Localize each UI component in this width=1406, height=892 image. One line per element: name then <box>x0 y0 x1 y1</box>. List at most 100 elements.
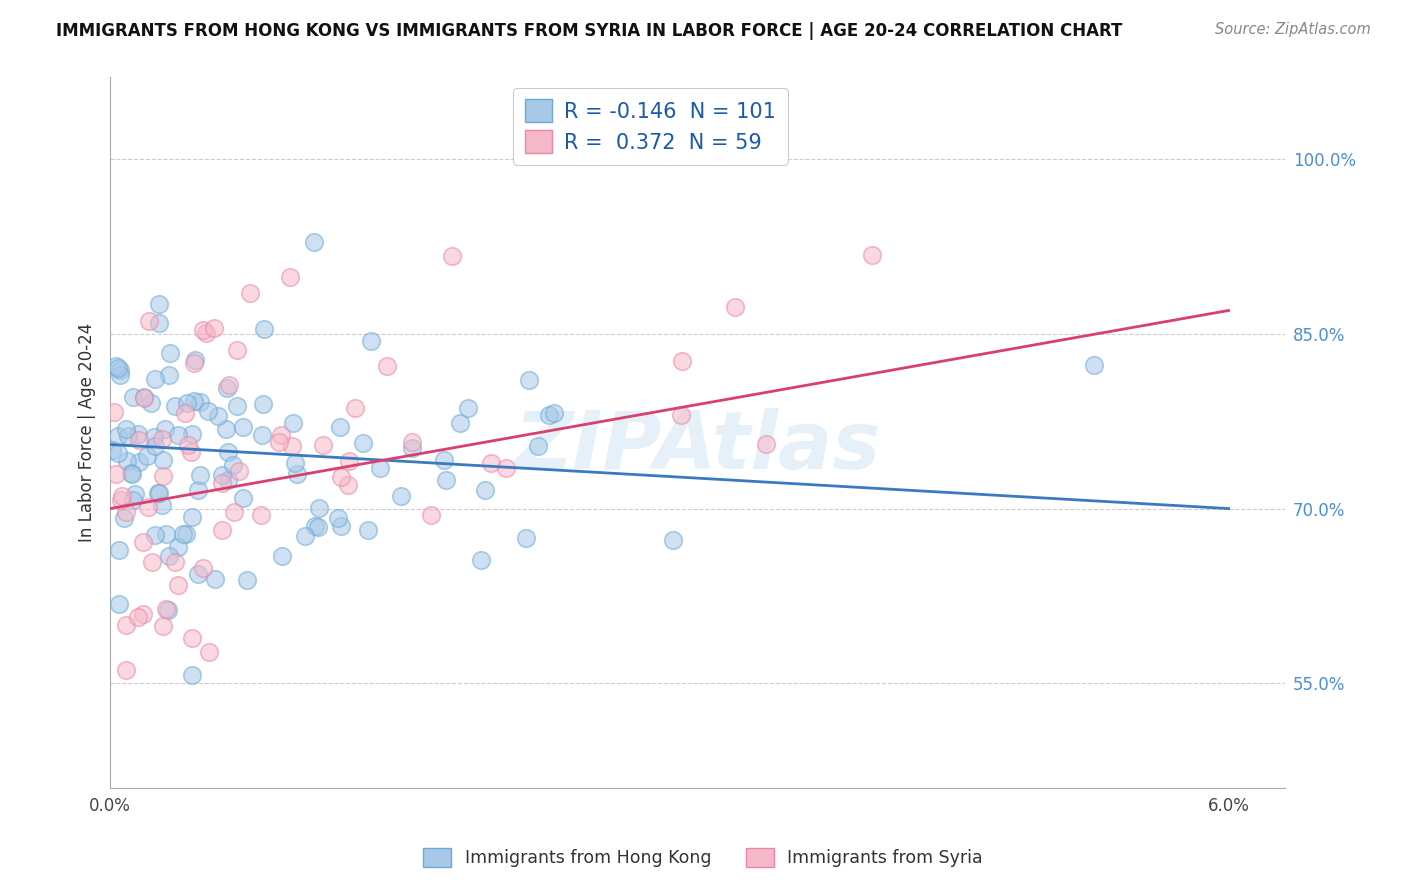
Point <box>495 461 517 475</box>
Point <box>110 492 132 507</box>
Point <box>107 361 129 376</box>
Point <box>181 427 204 442</box>
Point <box>198 645 221 659</box>
Point <box>115 453 138 467</box>
Point <box>146 486 169 500</box>
Point <box>281 439 304 453</box>
Point <box>860 248 883 262</box>
Point <box>357 523 380 537</box>
Point <box>330 519 353 533</box>
Point <box>441 249 464 263</box>
Point <box>252 397 274 411</box>
Point <box>132 535 155 549</box>
Point <box>155 422 177 436</box>
Point <box>152 619 174 633</box>
Legend: R = -0.146  N = 101, R =  0.372  N = 59: R = -0.146 N = 101, R = 0.372 N = 59 <box>513 87 787 164</box>
Point <box>215 381 238 395</box>
Point <box>165 555 187 569</box>
Point <box>470 553 492 567</box>
Point <box>370 461 392 475</box>
Point <box>344 401 367 415</box>
Point <box>294 529 316 543</box>
Point <box>307 520 329 534</box>
Point <box>226 343 249 357</box>
Point <box>420 508 443 523</box>
Point <box>183 356 205 370</box>
Point <box>108 368 131 383</box>
Point <box>232 491 254 506</box>
Point <box>187 483 209 497</box>
Point <box>136 450 159 464</box>
Point <box>271 549 294 564</box>
Point <box>433 452 456 467</box>
Point <box>217 445 239 459</box>
Text: ZIPAtlas: ZIPAtlas <box>515 408 880 486</box>
Point <box>177 438 200 452</box>
Point <box>543 406 565 420</box>
Point <box>181 510 204 524</box>
Point <box>537 408 560 422</box>
Point <box>479 456 502 470</box>
Point <box>176 395 198 409</box>
Point <box>167 428 190 442</box>
Point <box>226 399 249 413</box>
Point <box>401 441 423 455</box>
Point <box>132 607 155 621</box>
Point <box>194 326 217 341</box>
Point <box>183 394 205 409</box>
Point <box>105 467 128 481</box>
Point <box>152 452 174 467</box>
Legend: Immigrants from Hong Kong, Immigrants from Syria: Immigrants from Hong Kong, Immigrants fr… <box>416 841 990 874</box>
Point <box>186 567 208 582</box>
Point <box>101 442 124 457</box>
Y-axis label: In Labor Force | Age 20-24: In Labor Force | Age 20-24 <box>79 323 96 542</box>
Point <box>136 500 159 514</box>
Point <box>108 542 131 557</box>
Point <box>517 373 540 387</box>
Point <box>228 464 250 478</box>
Point <box>232 420 254 434</box>
Point <box>217 473 239 487</box>
Point <box>308 500 330 515</box>
Point <box>114 505 136 519</box>
Point <box>150 432 173 446</box>
Point <box>148 486 170 500</box>
Point <box>115 663 138 677</box>
Point <box>312 437 335 451</box>
Point <box>755 436 778 450</box>
Point <box>280 269 302 284</box>
Point <box>157 368 180 382</box>
Point <box>108 597 131 611</box>
Point <box>215 422 238 436</box>
Point <box>156 603 179 617</box>
Point <box>527 439 550 453</box>
Point <box>150 498 173 512</box>
Point <box>132 390 155 404</box>
Point <box>211 475 233 490</box>
Point <box>143 429 166 443</box>
Point <box>148 297 170 311</box>
Point <box>172 527 194 541</box>
Point <box>211 523 233 537</box>
Point <box>117 429 139 443</box>
Point <box>122 493 145 508</box>
Point <box>236 573 259 587</box>
Text: Source: ZipAtlas.com: Source: ZipAtlas.com <box>1215 22 1371 37</box>
Point <box>270 428 292 442</box>
Point <box>115 422 138 436</box>
Point <box>250 508 273 522</box>
Point <box>352 436 374 450</box>
Point <box>671 353 693 368</box>
Point <box>434 473 457 487</box>
Point <box>287 467 309 481</box>
Point <box>180 668 202 682</box>
Point <box>222 458 245 473</box>
Point <box>474 483 496 497</box>
Point <box>152 468 174 483</box>
Point <box>180 631 202 645</box>
Point <box>188 395 211 409</box>
Point <box>284 456 307 470</box>
Point <box>107 446 129 460</box>
Point <box>157 549 180 564</box>
Point <box>188 468 211 483</box>
